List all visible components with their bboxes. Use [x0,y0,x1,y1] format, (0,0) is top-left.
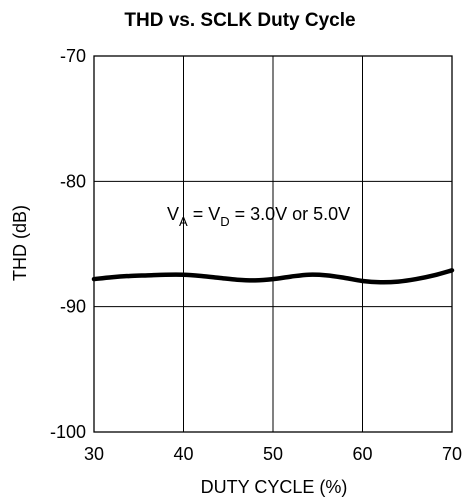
chart-title: THD vs. SCLK Duty Cycle [124,10,355,31]
plot-frame [93,55,453,433]
y-tick-label: -90 [60,297,86,317]
series-line [91,268,455,285]
y-tick-label: -70 [60,46,86,66]
y-axis-label: THD (dB) [10,205,30,281]
annotation-text: VA = VD = 3.0V or 5.0V [167,204,350,229]
annotation: VA = VD = 3.0V or 5.0V [167,204,350,229]
grid [93,55,453,433]
x-tick-label: 70 [442,444,462,464]
y-tick-labels: -70 -80 -90 -100 [50,46,86,442]
x-axis-label: DUTY CYCLE (%) [201,477,348,497]
x-tick-label: 50 [263,444,283,464]
x-tick-labels: 30 40 50 60 70 [84,444,462,464]
y-tick-label: -80 [60,171,86,191]
x-tick-label: 40 [173,444,193,464]
y-tick-label: -100 [50,422,86,442]
x-tick-label: 60 [352,444,372,464]
x-tick-label: 30 [84,444,104,464]
